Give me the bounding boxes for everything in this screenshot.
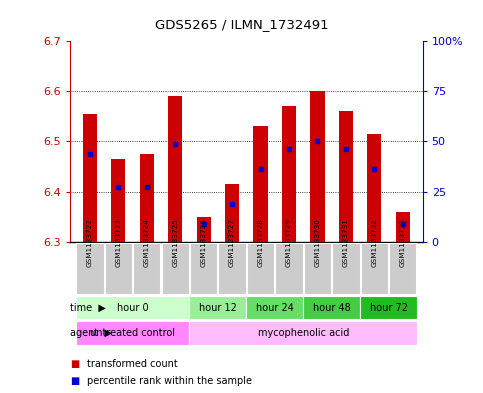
Bar — [282, 107, 296, 242]
Text: transformed count: transformed count — [87, 358, 178, 369]
FancyBboxPatch shape — [246, 296, 303, 319]
Bar — [111, 159, 126, 242]
Text: GSM1133725: GSM1133725 — [172, 218, 178, 267]
Bar — [339, 112, 353, 242]
FancyBboxPatch shape — [189, 321, 417, 345]
FancyBboxPatch shape — [76, 243, 103, 294]
FancyBboxPatch shape — [389, 243, 416, 294]
Text: agent  ▶: agent ▶ — [70, 328, 112, 338]
Text: hour 72: hour 72 — [369, 303, 408, 312]
Text: GSM1133728: GSM1133728 — [257, 218, 264, 267]
Bar — [225, 184, 239, 242]
Bar — [367, 134, 382, 242]
Text: GSM1133723: GSM1133723 — [115, 218, 121, 267]
Bar — [83, 114, 97, 242]
Bar — [140, 154, 154, 242]
FancyBboxPatch shape — [105, 243, 132, 294]
FancyBboxPatch shape — [76, 321, 189, 345]
Text: GSM1133730: GSM1133730 — [314, 218, 320, 267]
FancyBboxPatch shape — [360, 296, 417, 319]
FancyBboxPatch shape — [304, 243, 331, 294]
FancyBboxPatch shape — [133, 243, 160, 294]
Text: GSM1133729: GSM1133729 — [286, 218, 292, 267]
Bar — [396, 212, 410, 242]
Text: GSM1133733: GSM1133733 — [400, 218, 406, 267]
FancyBboxPatch shape — [361, 243, 388, 294]
Text: GSM1133726: GSM1133726 — [200, 218, 207, 267]
Text: hour 12: hour 12 — [199, 303, 237, 312]
Text: time  ▶: time ▶ — [70, 303, 106, 312]
Text: hour 24: hour 24 — [256, 303, 294, 312]
Text: percentile rank within the sample: percentile rank within the sample — [87, 376, 252, 386]
FancyBboxPatch shape — [189, 296, 246, 319]
FancyBboxPatch shape — [162, 243, 189, 294]
Bar — [197, 217, 211, 242]
FancyBboxPatch shape — [76, 296, 189, 319]
Text: mycophenolic acid: mycophenolic acid — [257, 328, 349, 338]
FancyBboxPatch shape — [275, 243, 303, 294]
FancyBboxPatch shape — [218, 243, 246, 294]
FancyBboxPatch shape — [190, 243, 217, 294]
Text: GSM1133731: GSM1133731 — [343, 218, 349, 267]
FancyBboxPatch shape — [332, 243, 359, 294]
Bar — [168, 96, 183, 242]
Text: ■: ■ — [70, 376, 79, 386]
Text: GSM1133727: GSM1133727 — [229, 218, 235, 267]
Text: untreated control: untreated control — [90, 328, 175, 338]
Text: GDS5265 / ILMN_1732491: GDS5265 / ILMN_1732491 — [155, 18, 328, 31]
Text: hour 48: hour 48 — [313, 303, 351, 312]
Text: hour 0: hour 0 — [117, 303, 148, 312]
Text: GSM1133732: GSM1133732 — [371, 218, 377, 267]
Text: ■: ■ — [70, 358, 79, 369]
Bar — [254, 127, 268, 242]
FancyBboxPatch shape — [247, 243, 274, 294]
Text: GSM1133724: GSM1133724 — [144, 218, 150, 267]
FancyBboxPatch shape — [303, 296, 360, 319]
Text: GSM1133722: GSM1133722 — [87, 218, 93, 267]
Bar — [310, 92, 325, 242]
